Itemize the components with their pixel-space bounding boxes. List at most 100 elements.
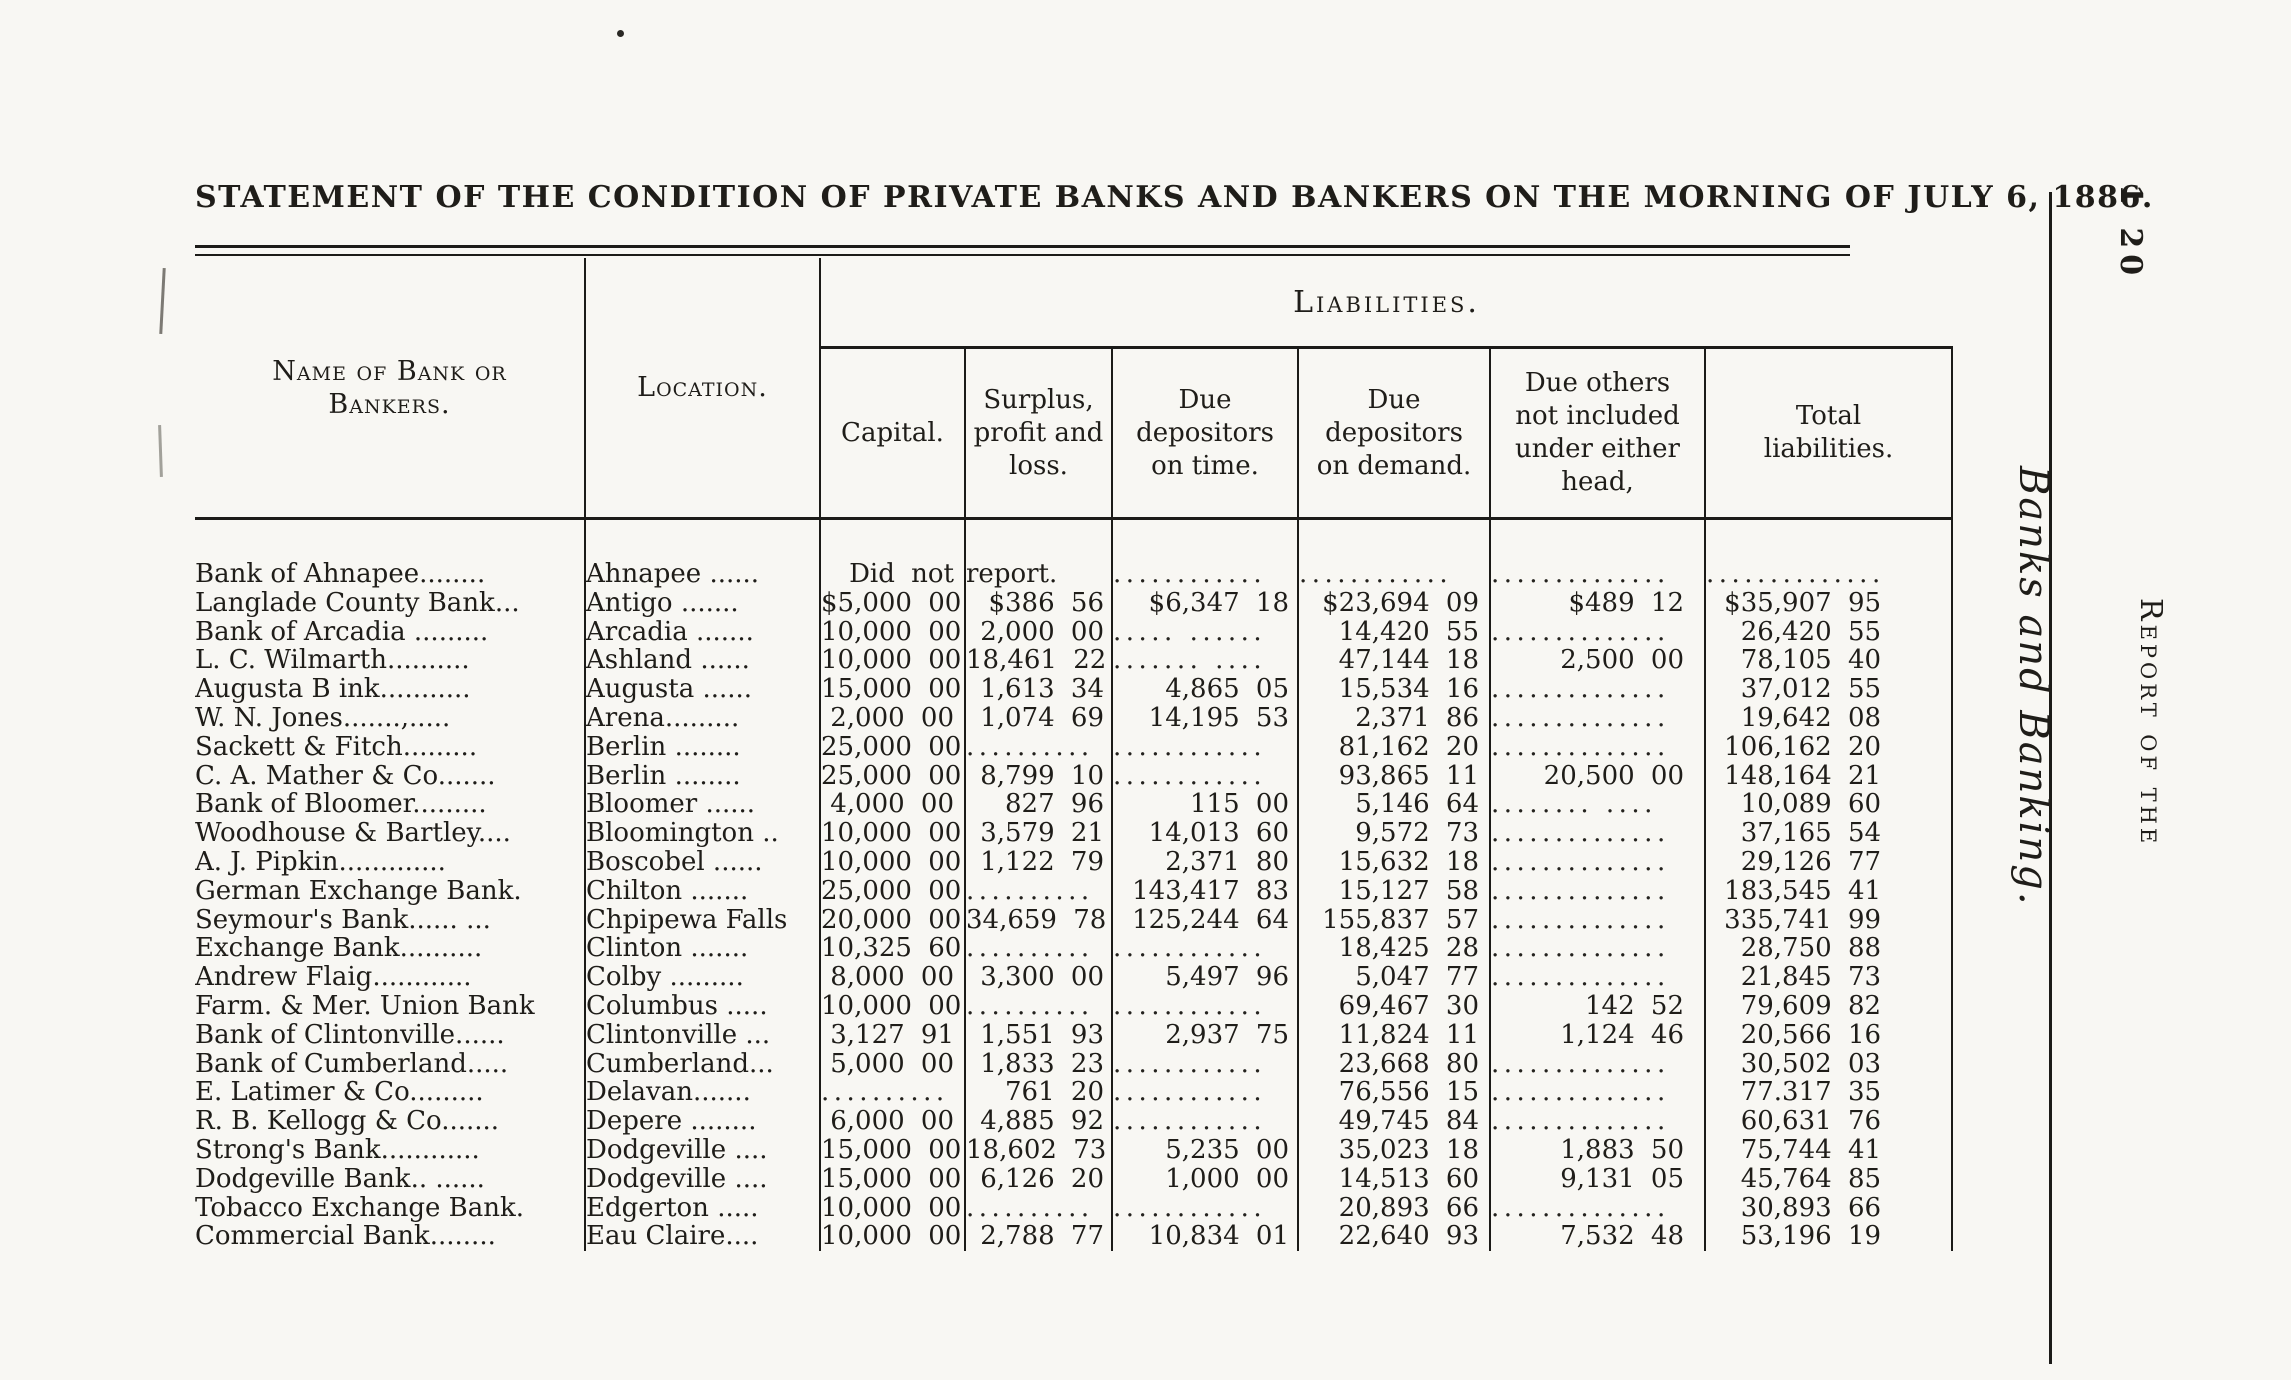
cell-name: C. A. Mather & Co....... bbox=[195, 761, 586, 791]
cell-capital: 15,000 00 bbox=[820, 1164, 966, 1194]
cell-surplus: 34,659 78 bbox=[965, 905, 1113, 935]
cell-surplus: .......... bbox=[965, 876, 1113, 906]
cell-capital: Did not bbox=[820, 518, 966, 589]
cell-total: 10,089 60 bbox=[1705, 790, 1954, 820]
cell-due_demand: ............ bbox=[1298, 518, 1491, 589]
table-row: W. N. Jones.......,..... Arena......... 2,… bbox=[195, 703, 1954, 733]
table-row: Bank of Bloomer......... Bloomer ...... 4,… bbox=[195, 790, 1954, 820]
liabilities-group-header: Liabilities. bbox=[820, 258, 1953, 349]
table-body: Bank of Ahnapee........ Ahnapee ...... Did… bbox=[195, 518, 1954, 1252]
cell-due_others: 142 52 bbox=[1490, 991, 1706, 1021]
cell-location: Berlin ........ bbox=[585, 761, 821, 791]
cell-surplus: 1,551 93 bbox=[965, 1020, 1113, 1050]
cell-due_others: 20,500 00 bbox=[1490, 761, 1706, 791]
bank-statement-table: Name of Bank or Bankers. Location. Liabi… bbox=[195, 258, 1954, 1252]
cell-total: 30,893 66 bbox=[1705, 1193, 1954, 1223]
cell-surplus: .......... bbox=[965, 934, 1113, 964]
cell-name: Dodgeville Bank.. ...... bbox=[195, 1164, 586, 1194]
cell-due_demand: 5,146 64 bbox=[1298, 790, 1491, 820]
cell-due_time: 1,000 00 bbox=[1112, 1164, 1299, 1194]
cell-due_time: 5,497 96 bbox=[1112, 963, 1299, 992]
cell-name: R. B. Kellogg & Co....... bbox=[195, 1107, 586, 1136]
cell-name: Commercial Bank........ bbox=[195, 1222, 586, 1252]
cell-surplus: .......... bbox=[965, 1193, 1113, 1223]
title-rule-top bbox=[195, 245, 1850, 248]
cell-location: Berlin ........ bbox=[585, 732, 821, 762]
cell-surplus: 8,799 10 bbox=[965, 761, 1113, 791]
cell-due_time: ............ bbox=[1112, 1193, 1299, 1223]
cell-due_time: 143,417 83 bbox=[1112, 876, 1299, 906]
cell-capital: 10,000 00 bbox=[820, 1193, 966, 1223]
cell-location: Chilton ....... bbox=[585, 876, 821, 906]
cell-location: Cumberland... bbox=[585, 1049, 821, 1079]
cell-name: E. Latimer & Co......... bbox=[195, 1078, 586, 1108]
cell-name: Bank of Clintonville...... bbox=[195, 1020, 586, 1050]
cell-total: 148,164 21 bbox=[1705, 761, 1954, 791]
cell-capital: 20,000 00 bbox=[820, 905, 966, 935]
cell-due_demand: 11,824 11 bbox=[1298, 1020, 1491, 1050]
cell-total: 28,750 88 bbox=[1705, 934, 1954, 964]
cell-capital: 5,000 00 bbox=[820, 1049, 966, 1079]
cell-due_others: .............. bbox=[1490, 617, 1706, 647]
cell-location: Boscobel ...... bbox=[585, 847, 821, 877]
table-row: Augusta B ink........... Augusta ...... 15… bbox=[195, 675, 1954, 704]
cell-due_time: 115 00 bbox=[1112, 790, 1299, 820]
cell-due_demand: 23,668 80 bbox=[1298, 1049, 1491, 1079]
table-row: R. B. Kellogg & Co....... Depere ........… bbox=[195, 1107, 1954, 1136]
cell-capital: 8,000 00 bbox=[820, 963, 966, 992]
table-row: C. A. Mather & Co....... Berlin ........ 2… bbox=[195, 761, 1954, 791]
cell-due_demand: 155,837 57 bbox=[1298, 905, 1491, 935]
cell-location: Arcadia ....... bbox=[585, 617, 821, 647]
cell-location: Colby ......... bbox=[585, 963, 821, 992]
cell-due_others: 1,124 46 bbox=[1490, 1020, 1706, 1050]
cell-due_demand: 18,425 28 bbox=[1298, 934, 1491, 964]
cell-surplus: 6,126 20 bbox=[965, 1164, 1113, 1194]
cell-total: 45,764 85 bbox=[1705, 1164, 1954, 1194]
cell-surplus: 1,122 79 bbox=[965, 847, 1113, 877]
cell-name: L. C. Wilmarth.......... bbox=[195, 646, 586, 676]
table-row: Langlade County Bank... Antigo ....... $5,… bbox=[195, 588, 1954, 618]
cell-total: 77.317 35 bbox=[1705, 1078, 1954, 1108]
cell-due_time: 125,244 64 bbox=[1112, 905, 1299, 935]
cell-due_demand: 14,513 60 bbox=[1298, 1164, 1491, 1194]
table-row: Bank of Clintonville...... Clintonville .… bbox=[195, 1020, 1954, 1050]
cell-surplus: 18,602 73 bbox=[965, 1135, 1113, 1165]
cell-due_time: ............ bbox=[1112, 1078, 1299, 1108]
cell-due_time: ............ bbox=[1112, 518, 1299, 589]
cell-due_demand: 2,371 86 bbox=[1298, 703, 1491, 733]
col-header-due-demand: Due depositors on demand. bbox=[1298, 347, 1491, 520]
cell-capital: $5,000 00 bbox=[820, 588, 966, 618]
cell-location: Delavan....... bbox=[585, 1078, 821, 1108]
col-header-capital: Capital. bbox=[820, 347, 966, 520]
cell-location: Arena......... bbox=[585, 703, 821, 733]
col-header-location: Location. bbox=[585, 258, 821, 520]
cell-total: 78,105 40 bbox=[1705, 646, 1954, 676]
table-row: Strong's Bank............ Dodgeville ....… bbox=[195, 1135, 1954, 1165]
cell-location: Depere ........ bbox=[585, 1107, 821, 1136]
cell-capital: 6,000 00 bbox=[820, 1107, 966, 1136]
cell-due_time: $6,347 18 bbox=[1112, 588, 1299, 618]
cell-due_demand: 35,023 18 bbox=[1298, 1135, 1491, 1165]
table-row: Sackett & Fitch......... Berlin ........ 2… bbox=[195, 732, 1954, 762]
col-header-surplus: Surplus, profit and loss. bbox=[965, 347, 1113, 520]
cell-location: Dodgeville .... bbox=[585, 1135, 821, 1165]
table-row: L. C. Wilmarth.......... Ashland ...... 10… bbox=[195, 646, 1954, 676]
cell-name: Bank of Ahnapee........ bbox=[195, 518, 586, 589]
cell-name: Seymour's Bank...... ... bbox=[195, 905, 586, 935]
cell-surplus: 1,613 34 bbox=[965, 675, 1113, 704]
cell-name: W. N. Jones.......,..... bbox=[195, 703, 586, 733]
cell-due_demand: 14,420 55 bbox=[1298, 617, 1491, 647]
cell-capital: 3,127 91 bbox=[820, 1020, 966, 1050]
cell-due_others: ........ .... bbox=[1490, 790, 1706, 820]
cell-due_demand: 15,127 58 bbox=[1298, 876, 1491, 906]
cell-due_time: ............ bbox=[1112, 1107, 1299, 1136]
col-header-due-time: Due depositors on time. bbox=[1112, 347, 1299, 520]
cell-name: Exchange Bank.......... bbox=[195, 934, 586, 964]
cell-due_others: .............. bbox=[1490, 675, 1706, 704]
cell-due_time: 2,937 75 bbox=[1112, 1020, 1299, 1050]
scan-speck bbox=[617, 30, 624, 37]
cell-total: 21,845 73 bbox=[1705, 963, 1954, 992]
cell-name: Sackett & Fitch......... bbox=[195, 732, 586, 762]
cell-due_others: .............. bbox=[1490, 819, 1706, 848]
cell-total: 37,165 54 bbox=[1705, 819, 1954, 848]
